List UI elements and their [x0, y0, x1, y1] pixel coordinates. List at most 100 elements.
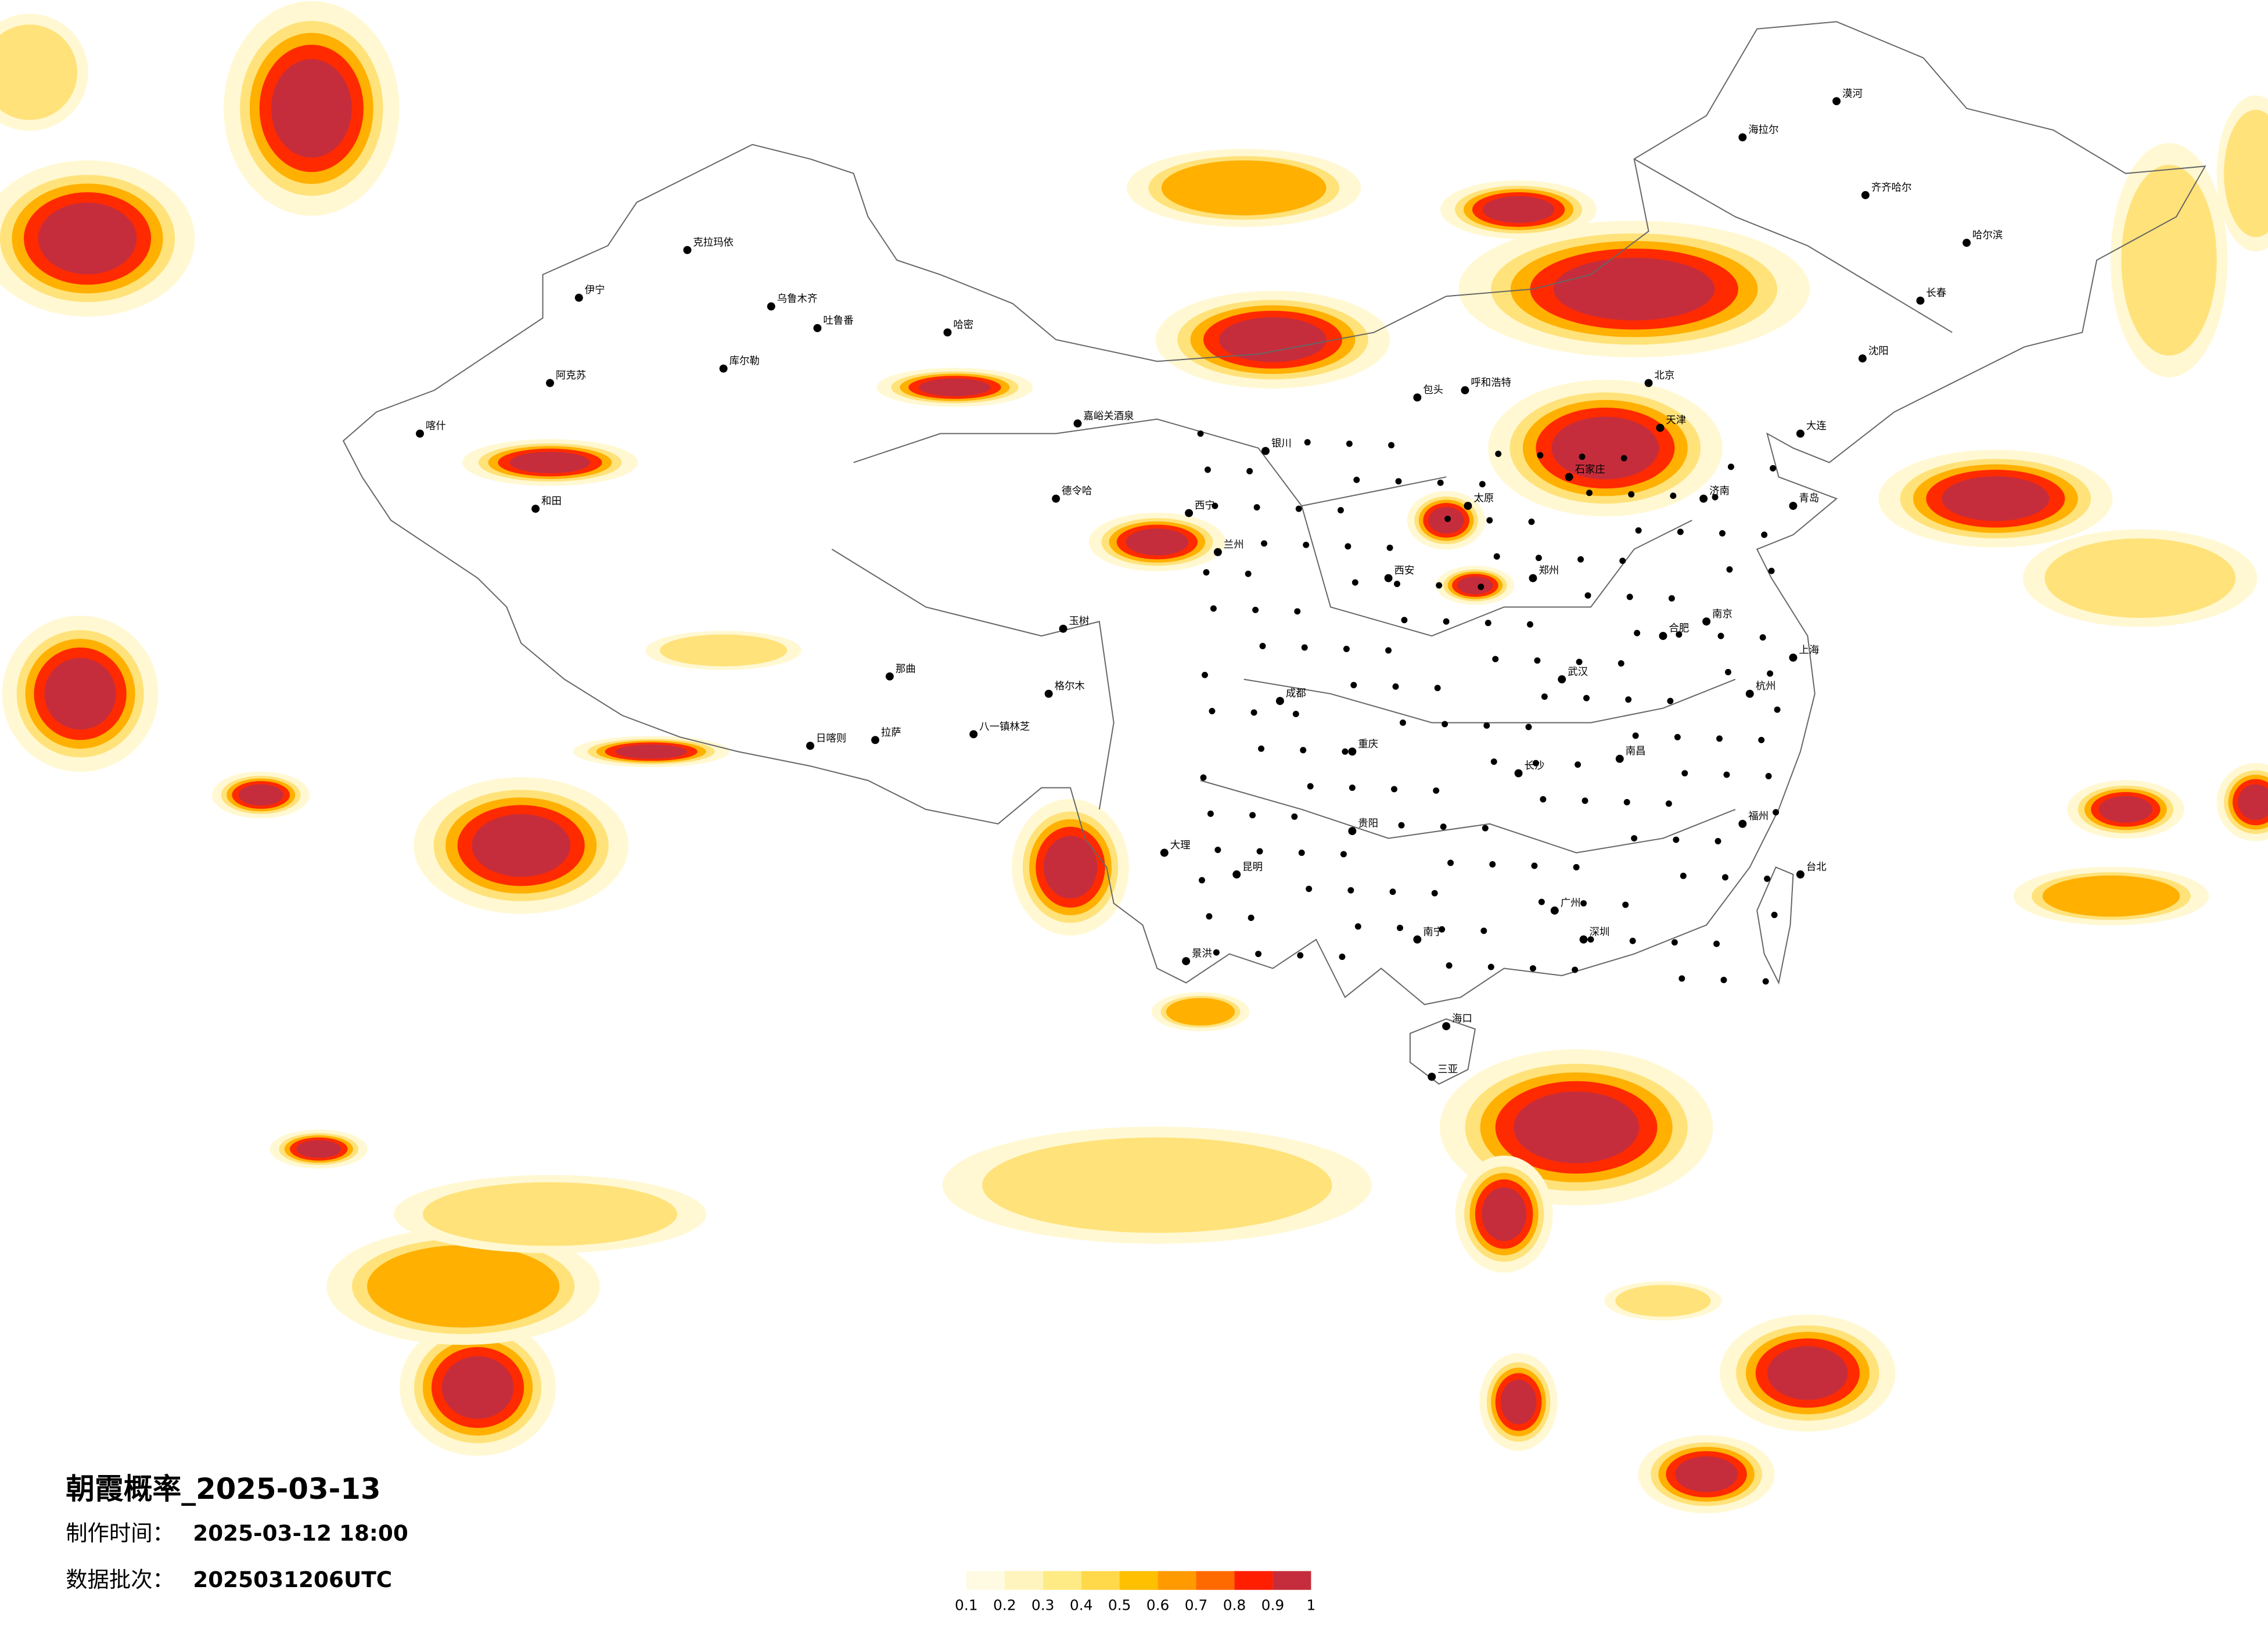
city-dot [1185, 509, 1194, 517]
city-dot [1727, 463, 1734, 470]
city-label: 贵阳 [1358, 818, 1378, 830]
city-dot [1495, 451, 1502, 457]
city-dot [1292, 711, 1299, 717]
city-dot [1723, 771, 1730, 778]
city-dot [1354, 923, 1361, 930]
probability-area [1514, 1091, 1640, 1164]
title: 朝霞概率_2025-03-13 [66, 1472, 380, 1506]
city-dot [1206, 913, 1213, 920]
legend-swatch [1004, 1571, 1043, 1590]
city-dot [1059, 624, 1067, 633]
city-dot [1796, 429, 1805, 438]
city-dot [1394, 581, 1400, 587]
taiwan-outline [1756, 866, 1794, 985]
city-dot [1490, 758, 1497, 765]
probability-area [509, 451, 591, 473]
probability-area [1482, 1187, 1527, 1241]
city-dot [1713, 940, 1720, 947]
city-dot [1681, 770, 1688, 777]
city-dot [416, 429, 424, 438]
city-dot [1052, 494, 1061, 503]
hainan-outline [1409, 1018, 1476, 1085]
city-dot [885, 672, 894, 681]
probability-area [441, 1356, 514, 1419]
city-dot [1401, 617, 1408, 624]
city-dot [1699, 494, 1708, 503]
city-label: 和田 [541, 496, 562, 508]
city-dot [1304, 439, 1311, 446]
made-time: 2025-03-12 18:00 [193, 1520, 408, 1546]
city-dot [1207, 810, 1214, 817]
city-dot [1572, 966, 1579, 973]
city-label: 德令哈 [1062, 485, 1092, 497]
probability-layer [0, 1, 2268, 1513]
city-dot [1201, 671, 1208, 678]
city-label: 海拉尔 [1748, 124, 1778, 136]
city-dot [1537, 452, 1544, 459]
city-dot [1349, 784, 1356, 791]
city-dot [1245, 570, 1252, 577]
city-dot [1486, 517, 1493, 524]
city-dot [1618, 660, 1624, 667]
legend-label: 0.4 [1070, 1597, 1093, 1614]
city-dot [1480, 927, 1487, 934]
legend-label: 0.2 [993, 1597, 1016, 1614]
city-dot [1620, 455, 1627, 462]
city-dot [1789, 653, 1798, 662]
city-dot [1352, 579, 1358, 586]
city-dot [1774, 706, 1781, 713]
province-line [1243, 678, 1736, 724]
city-dot [1446, 962, 1453, 969]
city-dot [1200, 774, 1207, 781]
city-label: 漠河 [1842, 88, 1863, 100]
city-dot [1252, 606, 1259, 613]
city-dot [1339, 954, 1346, 961]
city-label: 合肥 [1669, 623, 1689, 635]
city-dot [1673, 836, 1680, 843]
city-dot [1303, 541, 1310, 548]
city-dot [1680, 872, 1687, 879]
city-dot [1738, 133, 1747, 142]
city-dot [1724, 668, 1731, 675]
legend-swatch [1043, 1571, 1081, 1590]
probability-area [1675, 1456, 1738, 1492]
legend-swatch [1273, 1571, 1311, 1590]
city-dot [1558, 675, 1566, 684]
probability-area [982, 1137, 1332, 1233]
city-dot [1478, 584, 1485, 590]
city-dot [1582, 797, 1588, 804]
city-dot [1573, 864, 1580, 870]
province-line [1200, 780, 1736, 854]
probability-area [1457, 576, 1493, 595]
city-label: 西安 [1394, 565, 1415, 577]
city-dot [1210, 605, 1217, 612]
city-dot [1623, 798, 1630, 805]
city-dot [1160, 848, 1169, 857]
city-label: 兰州 [1224, 539, 1244, 551]
city-label: 深圳 [1590, 926, 1610, 938]
city-dot [1615, 754, 1624, 763]
city-dot [1514, 769, 1523, 778]
province-line [831, 548, 1115, 810]
city-dot [1796, 870, 1805, 879]
city-dot [1350, 682, 1357, 689]
city-label: 长春 [1926, 287, 1946, 299]
city-dot [1444, 516, 1451, 522]
city-label: 银川 [1271, 438, 1292, 449]
legend-label: 0.5 [1108, 1597, 1131, 1614]
city-dot [1858, 354, 1867, 363]
city-dot [1249, 812, 1256, 819]
city-dot [1771, 911, 1778, 918]
boundaries [342, 21, 2206, 1085]
city-dot [1674, 733, 1681, 740]
city-dot [1439, 926, 1446, 933]
city-label: 西宁 [1195, 500, 1215, 512]
city-dot [1443, 618, 1450, 625]
city-dot [1789, 502, 1798, 510]
city-dot [1182, 957, 1191, 966]
city-dot [1255, 951, 1262, 958]
city-label: 齐齐哈尔 [1871, 182, 1912, 194]
